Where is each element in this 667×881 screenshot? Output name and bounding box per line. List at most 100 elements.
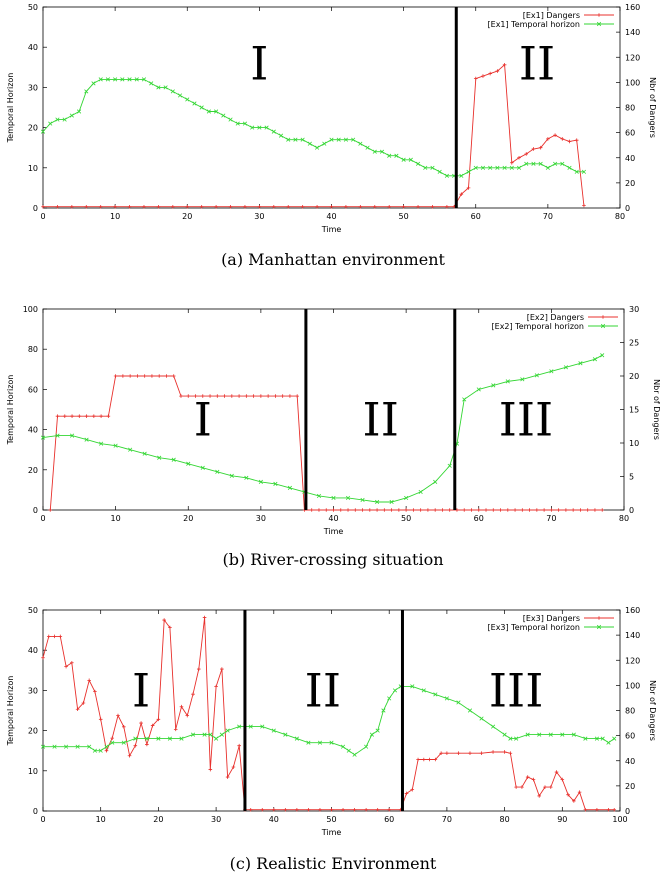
legend-label-1: [Ex3] Dangers <box>523 614 580 623</box>
data-point <box>387 696 392 701</box>
data-point <box>404 495 409 501</box>
y-tick-label: 60 <box>28 385 38 394</box>
region-label: II <box>363 393 399 447</box>
data-point <box>479 716 484 721</box>
y-tick-label: 20 <box>28 466 38 475</box>
x-tick-label: 50 <box>399 212 409 221</box>
data-point <box>352 807 357 812</box>
x-axis-label: Time <box>321 225 342 234</box>
data-point <box>381 708 386 713</box>
x-tick-label: 30 <box>211 815 221 824</box>
data-point <box>150 374 154 378</box>
data-point <box>462 508 467 512</box>
data-point <box>444 173 449 178</box>
x-tick-label: 70 <box>543 212 553 221</box>
data-point <box>433 692 438 697</box>
data-point <box>55 433 60 438</box>
data-point <box>92 748 98 753</box>
y-tick-label: 20 <box>28 727 38 736</box>
data-point <box>173 727 178 732</box>
region-label: III <box>499 393 554 447</box>
data-point <box>581 169 587 174</box>
data-point <box>577 790 582 794</box>
data-point <box>360 497 365 503</box>
data-point <box>358 204 363 209</box>
data-point <box>41 204 45 209</box>
data-point <box>430 204 435 209</box>
data-point <box>142 374 147 378</box>
data-point <box>221 113 226 118</box>
legend-marker-1 <box>597 13 601 17</box>
data-point <box>433 757 438 762</box>
data-point <box>179 736 184 741</box>
data-point <box>473 165 478 170</box>
data-point <box>546 137 550 141</box>
data-point <box>157 374 161 378</box>
data-point <box>415 161 421 166</box>
data-point <box>121 740 126 745</box>
data-point <box>571 732 576 737</box>
y2-tick-label: 140 <box>625 631 640 640</box>
data-point <box>208 394 212 398</box>
data-point <box>121 725 126 729</box>
data-point <box>369 732 374 737</box>
y2-tick-label: 40 <box>625 154 635 163</box>
data-point <box>149 81 154 86</box>
data-point <box>543 785 547 789</box>
data-point <box>280 394 285 398</box>
x-tick-label: 30 <box>254 212 264 221</box>
data-point <box>525 732 530 737</box>
data-point <box>196 667 201 671</box>
data-point <box>440 508 445 512</box>
data-point <box>273 481 278 486</box>
data-point <box>185 204 190 209</box>
data-point <box>491 750 495 754</box>
data-point <box>566 792 570 797</box>
data-point <box>259 394 263 398</box>
data-point <box>560 777 565 782</box>
data-point <box>225 775 230 779</box>
data-point <box>574 138 579 142</box>
data-point <box>228 117 233 122</box>
data-point <box>105 77 110 82</box>
data-point <box>527 508 532 512</box>
legend-label-1: [Ex2] Dangers <box>527 313 584 322</box>
y2-tick-label: 15 <box>629 406 639 415</box>
data-point <box>329 204 334 209</box>
legend-marker-1 <box>601 315 605 319</box>
data-point <box>404 508 408 512</box>
data-point <box>554 770 559 774</box>
x-axis-label: Time <box>321 828 342 837</box>
data-point <box>171 204 175 209</box>
data-point <box>202 732 207 737</box>
data-point <box>99 441 104 446</box>
data-point <box>508 751 513 756</box>
data-point <box>401 157 406 162</box>
data-point <box>480 165 486 170</box>
y-tick-label: 30 <box>28 83 38 92</box>
data-point <box>594 736 600 741</box>
data-point <box>612 807 617 812</box>
data-point <box>364 807 368 812</box>
data-point <box>379 149 385 154</box>
region-label: III <box>489 663 544 717</box>
data-point <box>375 508 379 512</box>
data-point <box>133 743 138 748</box>
data-point <box>545 165 550 170</box>
data-point <box>84 414 89 418</box>
data-point <box>306 807 311 812</box>
data-point <box>55 204 60 209</box>
data-point <box>481 74 485 78</box>
data-point <box>397 508 401 512</box>
data-point <box>248 724 253 729</box>
data-point <box>127 753 132 758</box>
y-tick-label: 30 <box>28 686 38 695</box>
data-point <box>208 732 213 737</box>
data-point <box>93 689 97 694</box>
data-point <box>578 508 583 512</box>
data-point <box>346 748 351 753</box>
region-label: I <box>250 36 268 90</box>
data-point <box>372 204 377 209</box>
data-point <box>214 204 218 209</box>
data-point <box>156 717 161 722</box>
